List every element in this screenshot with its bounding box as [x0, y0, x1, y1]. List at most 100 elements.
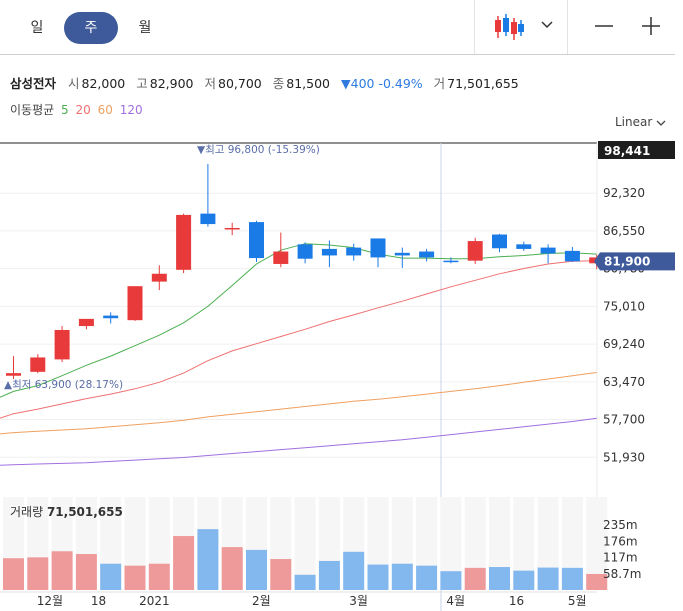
- candle-body: [224, 227, 240, 230]
- candle-body: [78, 318, 94, 327]
- ma-20[interactable]: 20: [75, 103, 91, 117]
- candle-body: [346, 247, 362, 256]
- candle: [103, 312, 119, 324]
- volume-bar: [464, 567, 486, 590]
- candle: [200, 163, 216, 227]
- candle: [370, 238, 386, 268]
- zoom-out-button[interactable]: [588, 8, 620, 46]
- volume-bar: [367, 564, 389, 590]
- volume-bg: [586, 497, 608, 590]
- volume-bar: [246, 549, 267, 590]
- candle-body: [6, 373, 21, 376]
- candle-body: [273, 251, 289, 264]
- volume-bar: [173, 536, 195, 590]
- min-price-annotation: ▲최저 63,900 (28.17%): [4, 379, 123, 391]
- scale-selector[interactable]: Linear: [615, 115, 667, 129]
- volume-bar: [270, 559, 292, 590]
- ma-120[interactable]: 120: [119, 103, 143, 117]
- chevron-down-icon: [541, 21, 553, 29]
- candle-body: [492, 234, 507, 249]
- y-tick-label: 63,470: [603, 375, 645, 389]
- low-value: 80,700: [218, 76, 262, 91]
- stock-info: 삼성전자 시 82,000 고 82,900 저 80,700 종 81,500 ▼40…: [10, 73, 526, 92]
- period-day-tab[interactable]: 일: [30, 20, 44, 36]
- volume-bar: [221, 547, 243, 590]
- volume-bar: [586, 573, 608, 590]
- ma-60[interactable]: 60: [97, 103, 113, 117]
- candle-body: [370, 238, 386, 258]
- candle-body: [321, 248, 337, 256]
- scale-label: Linear: [615, 115, 653, 129]
- candle: [224, 222, 240, 236]
- candle: [6, 356, 21, 380]
- ma120-line: [0, 417, 597, 466]
- volume-bar: [489, 567, 510, 590]
- volume-bar: [124, 565, 146, 590]
- candle-body: [200, 213, 216, 225]
- zoom-in-button[interactable]: [635, 8, 667, 46]
- candle: [273, 232, 289, 268]
- volume-bar: [343, 551, 365, 590]
- open-label: 시: [68, 76, 80, 91]
- candle: [151, 265, 167, 291]
- candle-body: [540, 247, 556, 254]
- candle-body: [467, 241, 483, 261]
- x-tick-label: 18: [91, 594, 106, 608]
- high-value: 82,900: [149, 76, 194, 91]
- ma5-line: [0, 243, 597, 398]
- volume-bar: [197, 529, 219, 590]
- current-price-label: 81,900: [604, 254, 650, 268]
- volume-tick-label: 117m: [603, 551, 638, 565]
- candle: [321, 240, 337, 268]
- period-month-tab[interactable]: 월: [138, 20, 152, 36]
- ma60-line: [0, 372, 597, 435]
- chart-type-dropdown[interactable]: [536, 8, 558, 46]
- volume-bar: [100, 563, 122, 590]
- chevron-down-icon: [656, 120, 666, 126]
- candle: [78, 318, 94, 330]
- x-tick-label: 16: [509, 594, 524, 608]
- volume-bg: [561, 497, 583, 590]
- candle: [467, 237, 483, 264]
- candle-body: [54, 329, 70, 360]
- open-value: 82,000: [81, 76, 126, 91]
- minus-icon: [595, 25, 613, 27]
- y-tick-label: 57,700: [603, 413, 645, 427]
- x-tick-label: 5월: [568, 594, 587, 608]
- x-tick-label: 2월: [252, 594, 271, 608]
- close-value: 81,500: [286, 76, 331, 91]
- candle: [30, 354, 46, 374]
- y-tick-label: 69,240: [603, 337, 645, 351]
- volume-bg: [513, 497, 535, 590]
- period-week-tab[interactable]: 주: [64, 12, 118, 44]
- ma-5[interactable]: 5: [61, 103, 69, 117]
- candle: [346, 243, 362, 261]
- volume-bar: [318, 560, 340, 590]
- stock-name: 삼성전자: [10, 76, 57, 91]
- volume-bar: [75, 554, 97, 590]
- max-price-annotation: ▼최고 96,800 (-15.39%): [197, 144, 320, 156]
- candle: [176, 213, 192, 274]
- chart-type-button[interactable]: [490, 8, 530, 46]
- candle-body: [419, 251, 435, 258]
- toolbar-divider: [474, 0, 475, 54]
- volume-bg: [294, 497, 316, 590]
- y-tick-label: 92,320: [603, 186, 645, 200]
- price-change: ▼400 -0.49%: [341, 76, 423, 91]
- candle: [492, 233, 507, 253]
- volume-bar: [537, 567, 559, 590]
- volume-bar: [440, 571, 462, 590]
- volume-bar: [294, 574, 316, 590]
- volume-bar: [416, 565, 438, 590]
- x-tick-label: 12월: [37, 594, 63, 608]
- volume-bar: [148, 563, 170, 590]
- candle: [443, 257, 459, 264]
- high-label: 고: [136, 76, 148, 91]
- volume-title-value: 71,501,655: [47, 505, 123, 519]
- volume-label: 거: [433, 76, 446, 91]
- ma-label: 이동평균: [10, 103, 55, 117]
- candle-body: [443, 260, 459, 263]
- volume-title: 거래량 71,501,655: [10, 505, 123, 519]
- candle: [127, 286, 143, 321]
